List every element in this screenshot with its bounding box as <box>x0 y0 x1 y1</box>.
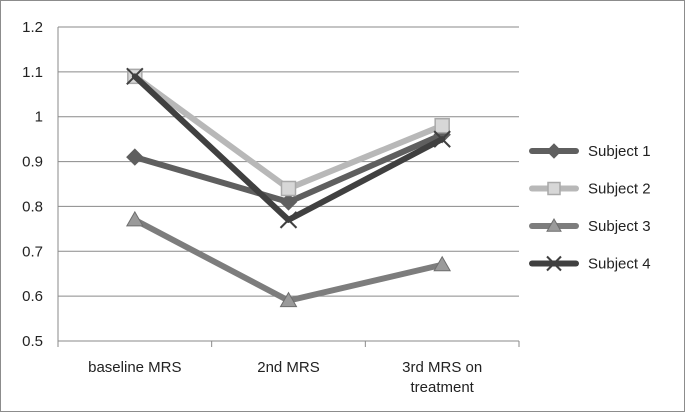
legend-marker <box>546 217 562 232</box>
data-point <box>125 210 144 227</box>
x-marker-stroke <box>546 255 562 272</box>
y-tick-label: 0.5 <box>22 333 43 350</box>
data-point <box>434 117 450 134</box>
y-axis-tick-labels: 0.5 0.6 0.7 0.8 0.9 1 1.1 1.2 <box>22 19 43 350</box>
y-tick-label: 0.9 <box>22 154 43 171</box>
data-point <box>279 193 298 211</box>
x-category-label-line: 3rd MRS on <box>402 359 482 376</box>
legend-item: Subject 1 <box>529 143 651 160</box>
x-axis-ticks <box>57 341 520 347</box>
x-category-label: baseline MRS <box>88 359 181 376</box>
legend-item: Subject 3 <box>529 217 651 235</box>
legend-marker <box>547 181 561 196</box>
x-category-label: 2nd MRS <box>257 359 320 376</box>
legend: Subject 1 Subject 2 Subject 3 Subject 4 <box>529 143 651 273</box>
data-point <box>433 130 451 148</box>
data-point <box>126 67 144 86</box>
series-subject-4 <box>126 67 451 229</box>
data-point <box>126 148 144 166</box>
y-tick-label: 1.2 <box>22 19 43 36</box>
legend-item: Subject 4 <box>529 255 651 273</box>
data-point <box>433 255 452 272</box>
x-marker-stroke <box>433 130 451 148</box>
x-category-label: 3rd MRS on treatment <box>402 359 482 396</box>
x-marker-stroke <box>279 211 298 229</box>
y-tick-label: 1 <box>35 109 43 126</box>
legend-label: Subject 4 <box>588 256 651 273</box>
y-tick-label: 0.6 <box>22 288 43 305</box>
data-point <box>280 180 297 197</box>
y-tick-label: 0.7 <box>22 243 43 260</box>
legend-label: Subject 1 <box>588 143 651 160</box>
series-subject-2 <box>127 68 450 197</box>
data-point <box>279 291 298 308</box>
x-category-label-line: 2nd MRS <box>257 359 320 376</box>
legend-item: Subject 2 <box>529 181 651 198</box>
x-category-label-line: baseline MRS <box>88 359 181 376</box>
data-point <box>279 211 298 229</box>
y-tick-label: 0.8 <box>22 198 43 215</box>
legend-label: Subject 3 <box>588 218 651 235</box>
series-line <box>131 216 446 304</box>
series-subject-3 <box>125 210 452 308</box>
legend-label: Subject 2 <box>588 181 651 198</box>
y-tick-label: 1.1 <box>22 64 43 81</box>
x-axis-category-labels: baseline MRS 2nd MRS 3rd MRS on treatment <box>88 359 482 396</box>
x-marker-stroke <box>126 67 144 86</box>
x-category-label-line: treatment <box>410 379 474 396</box>
legend-marker <box>546 143 562 159</box>
legend-marker <box>546 255 562 272</box>
